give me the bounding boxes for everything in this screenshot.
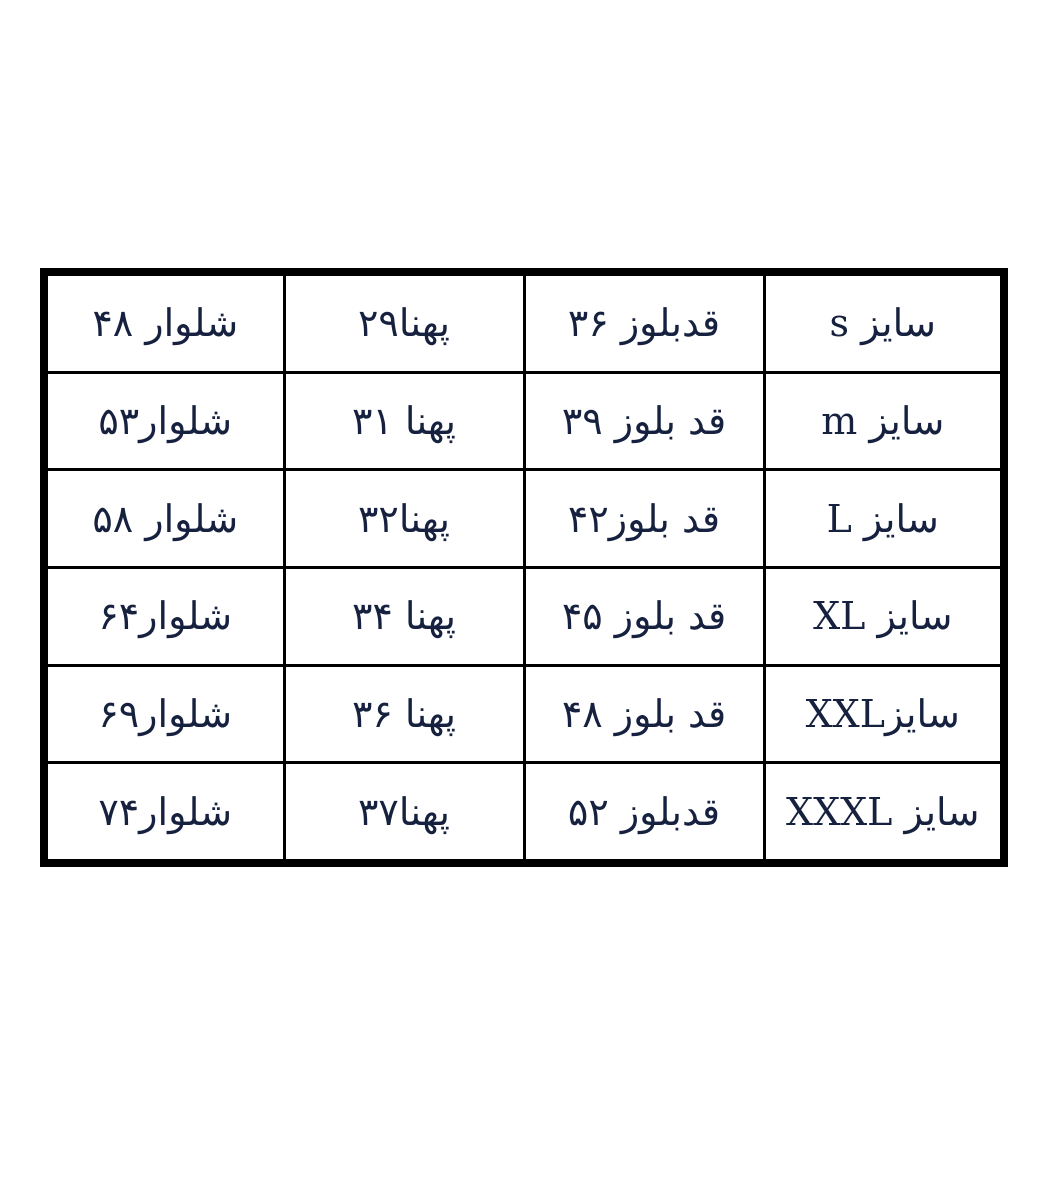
pants-length-cell: شلوار۷۴ <box>42 761 286 865</box>
pants-length-cell: شلوار۶۹ <box>42 663 286 765</box>
pants-length-cell: شلوار ۴۸ <box>42 270 286 374</box>
table-row: سایز XXXL قدبلوز ۵۲ پهنا۳۷ شلوار۷۴ <box>42 761 1006 865</box>
size-cell: سایز m <box>762 370 1006 472</box>
pants-length-cell: شلوار ۵۸ <box>42 468 286 569</box>
table-row: سایز XL قد بلوز ۴۵ پهنا ۳۴ شلوار۶۴ <box>42 565 1006 667</box>
pants-length-cell: شلوار۵۳ <box>42 370 286 472</box>
table-row: سایزXXL قد بلوز ۴۸ پهنا ۳۶ شلوار۶۹ <box>42 663 1006 765</box>
blouse-length-cell: قد بلوز ۴۵ <box>522 565 766 667</box>
width-cell: پهنا۳۷ <box>282 761 526 865</box>
table-row: سایز s قدبلوز ۳۶ پهنا۲۹ شلوار ۴۸ <box>42 270 1006 374</box>
size-cell: سایز XL <box>762 565 1006 667</box>
width-cell: پهنا۲۹ <box>282 270 526 374</box>
size-cell: سایز XXXL <box>762 761 1006 865</box>
size-chart-table: سایز s قدبلوز ۳۶ پهنا۲۹ شلوار ۴۸ سایز m قد بل… <box>40 268 1008 867</box>
size-cell: سایزXXL <box>762 663 1006 765</box>
table-row: سایز L قد بلوز۴۲ پهنا۳۲ شلوار ۵۸ <box>42 468 1006 569</box>
blouse-length-cell: قدبلوز ۳۶ <box>522 270 766 374</box>
blouse-length-cell: قدبلوز ۵۲ <box>522 761 766 865</box>
pants-length-cell: شلوار۶۴ <box>42 565 286 667</box>
size-chart-body: سایز s قدبلوز ۳۶ پهنا۲۹ شلوار ۴۸ سایز m قد بل… <box>42 270 1006 865</box>
width-cell: پهنا۳۲ <box>282 468 526 569</box>
table-row: سایز m قد بلوز ۳۹ پهنا ۳۱ شلوار۵۳ <box>42 370 1006 472</box>
width-cell: پهنا ۳۴ <box>282 565 526 667</box>
blouse-length-cell: قد بلوز ۳۹ <box>522 370 766 472</box>
width-cell: پهنا ۳۶ <box>282 663 526 765</box>
size-cell: سایز s <box>762 270 1006 374</box>
size-cell: سایز L <box>762 468 1006 569</box>
width-cell: پهنا ۳۱ <box>282 370 526 472</box>
blouse-length-cell: قد بلوز ۴۸ <box>522 663 766 765</box>
blouse-length-cell: قد بلوز۴۲ <box>522 468 766 569</box>
